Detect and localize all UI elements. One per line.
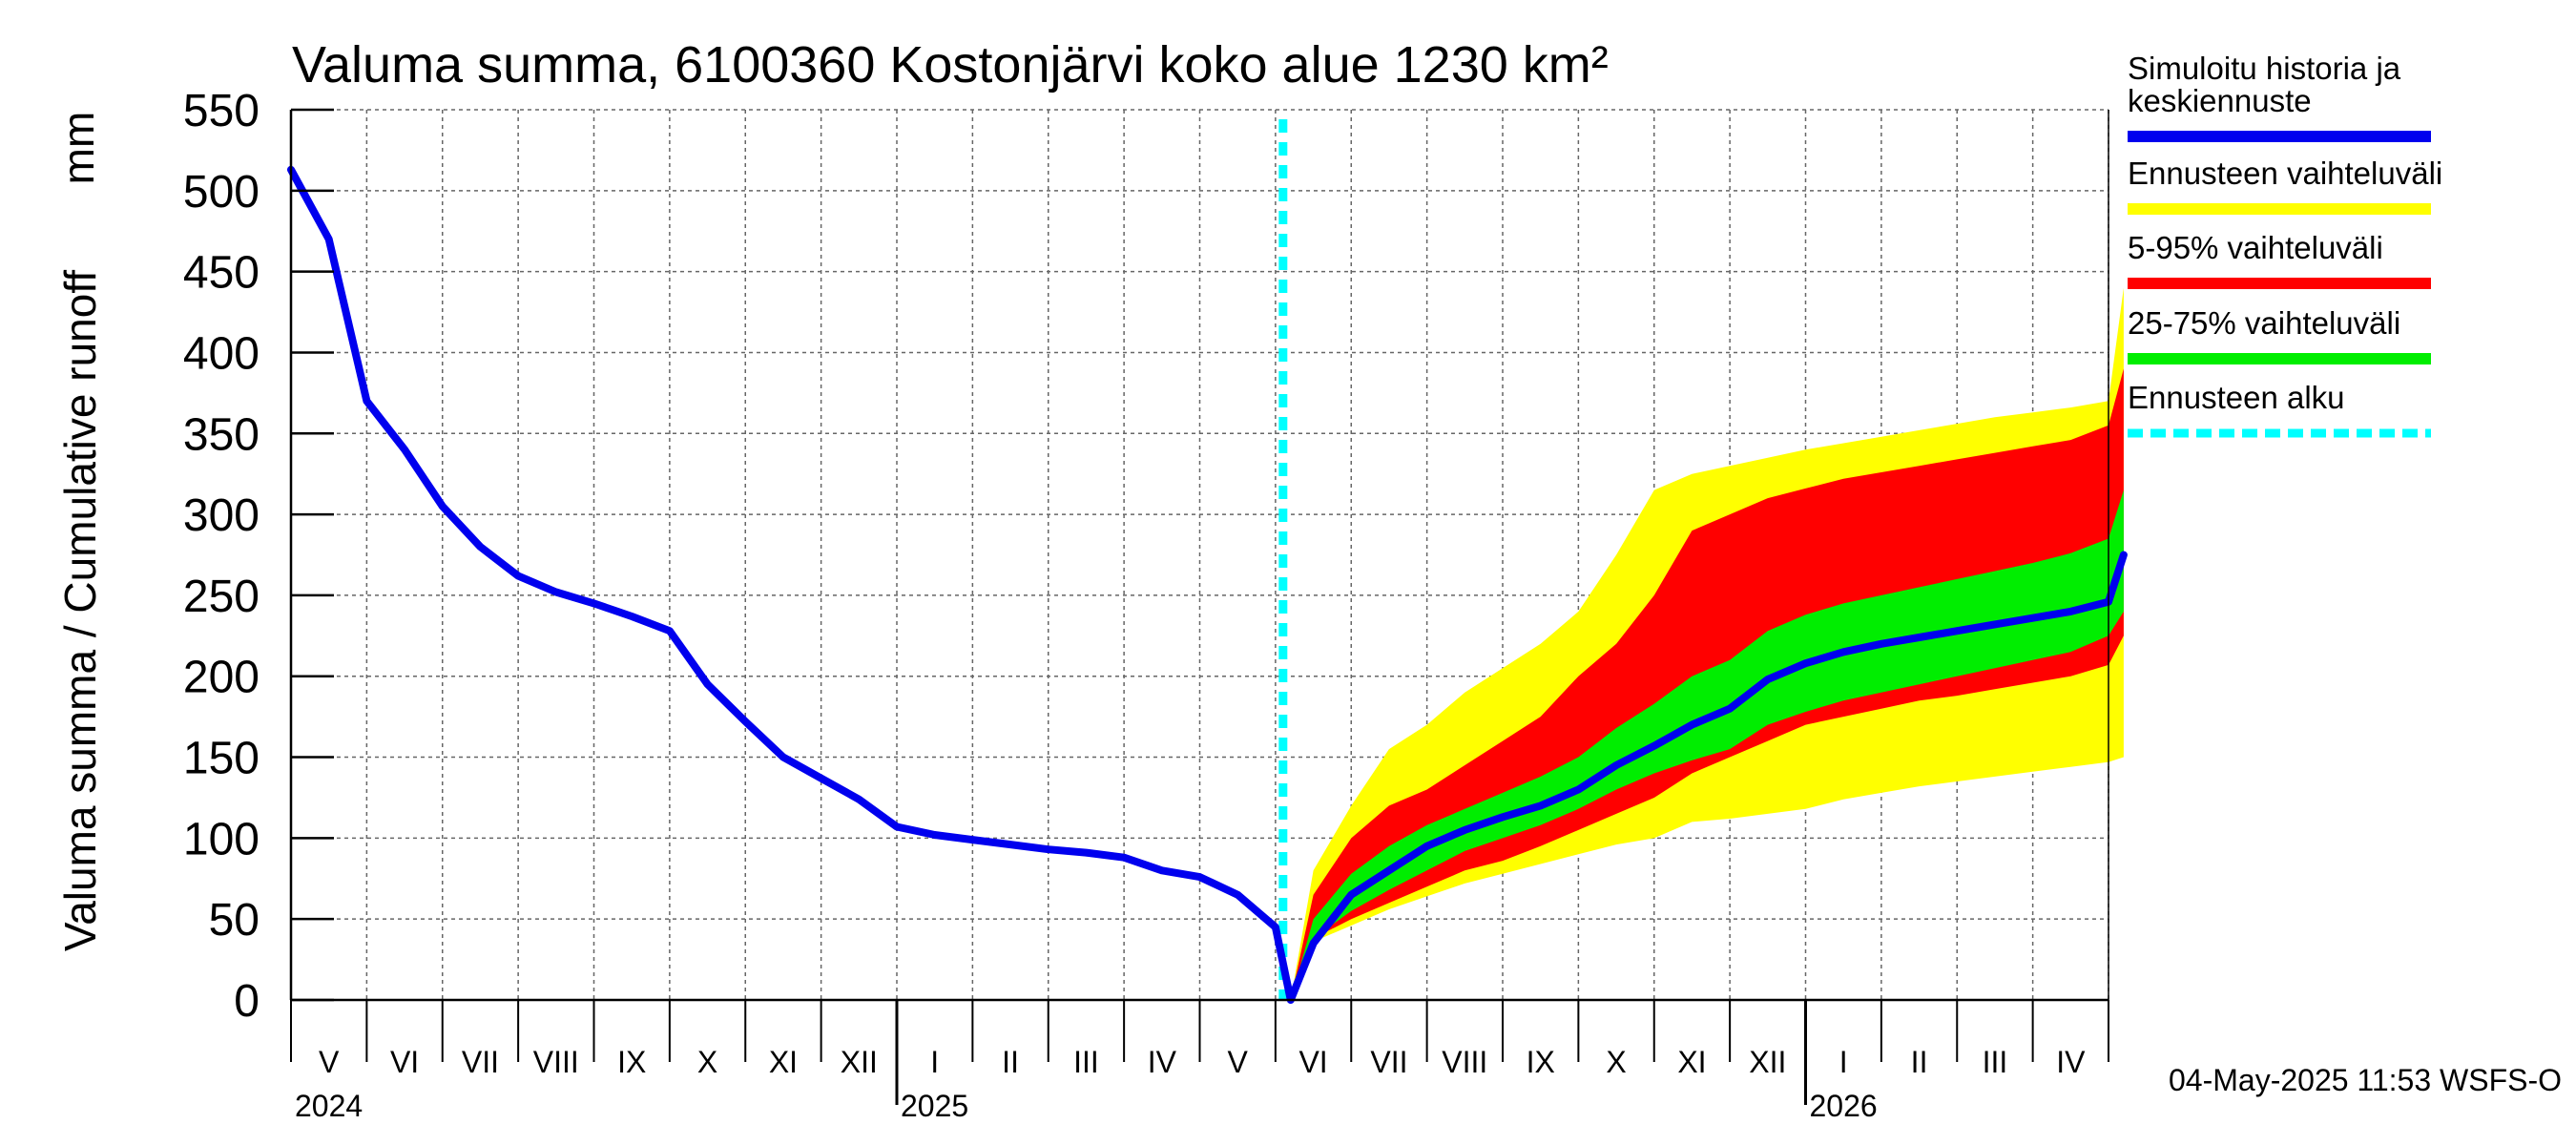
x-month-label: VIII (1442, 1045, 1487, 1079)
x-month-label: IV (1148, 1045, 1177, 1079)
x-month-label: V (319, 1045, 340, 1079)
x-month-label: II (1911, 1045, 1928, 1079)
legend-label: 25-75% vaihteluväli (2128, 305, 2400, 341)
y-tick-label: 500 (183, 167, 260, 218)
x-month-label: XII (1749, 1045, 1786, 1079)
series-lines (287, 119, 2128, 1004)
x-month-label: VIII (533, 1045, 579, 1079)
x-month-label: VI (390, 1045, 419, 1079)
legend-label: Ennusteen vaihteluväli (2128, 156, 2442, 191)
y-axis-label: Valuma summa / Cumulative runoff (55, 270, 105, 951)
x-month-label: IX (1527, 1045, 1555, 1079)
y-axis-unit: mm (53, 112, 103, 185)
y-tick-label: 400 (183, 328, 260, 379)
y-tick-label: 550 (183, 86, 260, 136)
x-month-label: V (1228, 1045, 1249, 1079)
x-month-label: X (697, 1045, 717, 1079)
x-month-label: III (1073, 1045, 1099, 1079)
y-ticks: 0 50 100 150 200 250 300 350 400 450 500 550 (183, 86, 334, 1027)
y-tick-label: 100 (183, 814, 260, 864)
x-year-label: 2024 (295, 1089, 363, 1123)
x-month-label: VII (1370, 1045, 1407, 1079)
band-25-75 (1290, 489, 2124, 1000)
series-simulated-mean (287, 165, 2128, 1004)
chart-title: Valuma summa, 6100360 Kostonjärvi koko a… (292, 36, 1609, 94)
y-tick-label: 300 (183, 490, 260, 541)
x-month-label: XI (769, 1045, 798, 1079)
y-tick-label: 450 (183, 248, 260, 299)
legend-label: Simuloitu historia ja (2128, 51, 2401, 86)
x-month-label: XII (841, 1045, 878, 1079)
x-month-label: III (1983, 1045, 2008, 1079)
y-tick-label: 350 (183, 409, 260, 460)
y-tick-label: 0 (234, 976, 260, 1027)
legend-label: keskiennuste (2128, 83, 2312, 118)
x-month-label: I (1839, 1045, 1848, 1079)
legend-label: 5-95% vaihteluväli (2128, 230, 2383, 265)
x-month-label: IV (2056, 1045, 2086, 1079)
x-labels: V VI VII VIII IX X XI XII I II III IV V VI VII VIII IX X X… (290, 1000, 2109, 1123)
y-tick-label: 250 (183, 572, 260, 622)
y-tick-label: 50 (209, 895, 260, 946)
x-year-label: 2025 (901, 1089, 968, 1123)
x-month-label: VI (1298, 1045, 1327, 1079)
legend-label: Ennusteen alku (2128, 380, 2345, 415)
y-tick-label: 150 (183, 734, 260, 784)
x-month-label: XI (1677, 1045, 1706, 1079)
x-year-label: 2026 (1810, 1089, 1878, 1123)
x-month-label: VII (462, 1045, 499, 1079)
y-tick-label: 200 (183, 653, 260, 703)
footer-timestamp: 04-May-2025 11:53 WSFS-O (2169, 1063, 2562, 1097)
x-month-label: II (1002, 1045, 1019, 1079)
x-month-label: X (1606, 1045, 1626, 1079)
x-month-label: IX (617, 1045, 646, 1079)
x-month-label: I (930, 1045, 939, 1079)
forecast-bands (1290, 287, 2124, 1001)
